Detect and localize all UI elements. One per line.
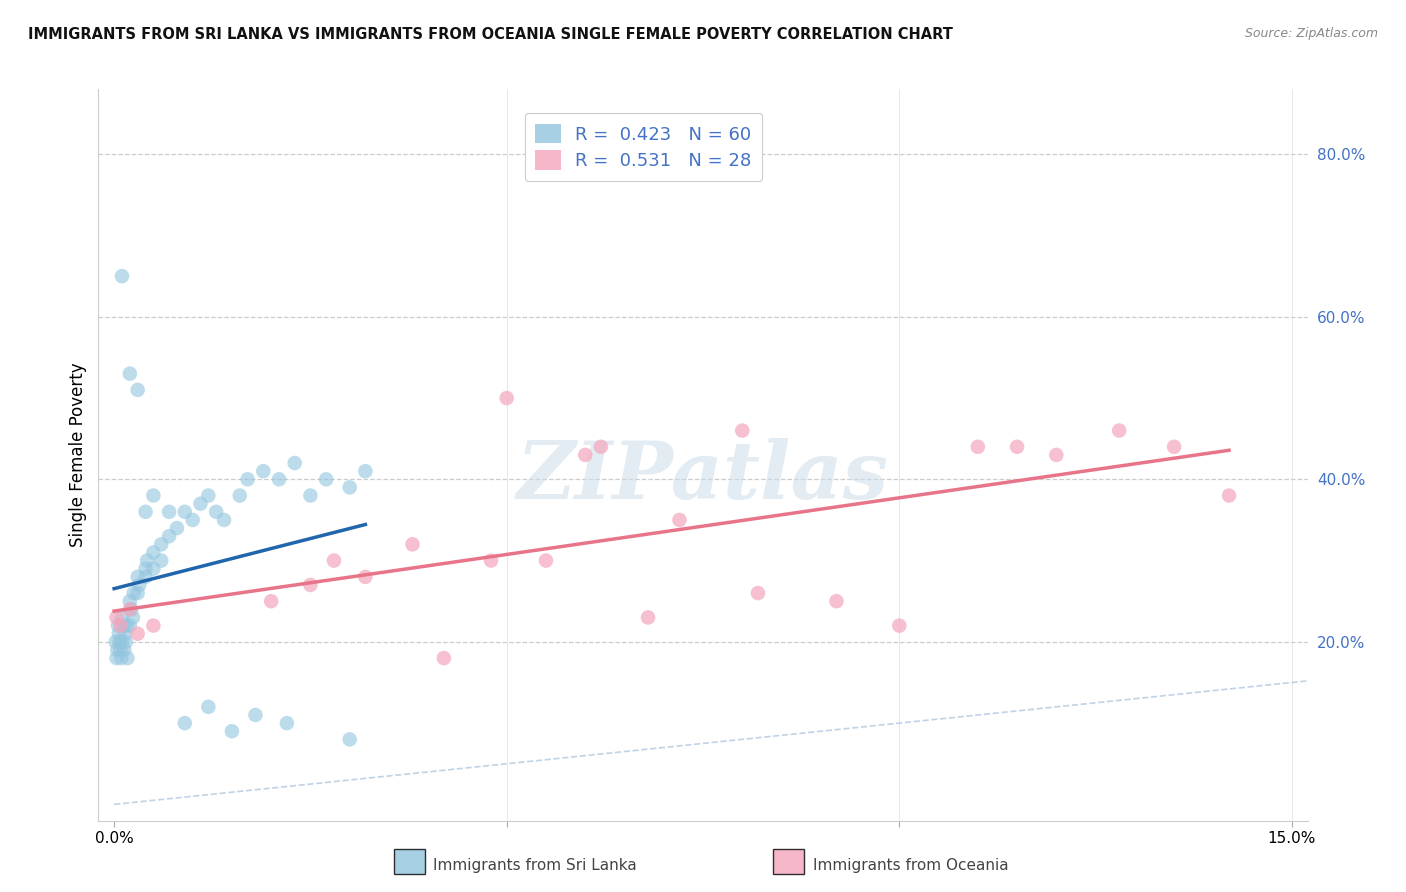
Point (589, 440, 612, 454)
Point (260, 594, 283, 608)
Point (229, 489, 252, 503)
Point (142, 545, 165, 559)
Point (135, 562, 157, 576)
Point (252, 464, 274, 478)
Point (173, 505, 195, 519)
Point (111, 610, 134, 624)
Point (110, 651, 132, 665)
Point (966, 440, 988, 454)
Point (1163, 440, 1185, 454)
Text: IMMIGRANTS FROM SRI LANKA VS IMMIGRANTS FROM OCEANIA SINGLE FEMALE POVERTY CORRE: IMMIGRANTS FROM SRI LANKA VS IMMIGRANTS … (28, 27, 953, 42)
Point (105, 651, 128, 665)
Point (127, 383, 149, 397)
Point (825, 594, 848, 608)
Point (267, 472, 290, 486)
Point (495, 391, 517, 405)
Point (142, 489, 165, 503)
Point (112, 643, 135, 657)
Point (1218, 489, 1240, 503)
Point (105, 610, 128, 624)
Point (127, 626, 149, 640)
Point (166, 521, 188, 535)
Point (401, 537, 423, 551)
Point (479, 553, 502, 567)
Point (110, 618, 132, 632)
Point (104, 635, 127, 649)
Text: Source: ZipAtlas.com: Source: ZipAtlas.com (1244, 27, 1378, 40)
Point (157, 529, 180, 543)
Point (315, 472, 337, 486)
Text: Immigrants from Sri Lanka: Immigrants from Sri Lanka (433, 858, 637, 872)
Point (276, 716, 298, 731)
Point (284, 456, 307, 470)
Point (115, 618, 138, 632)
Point (731, 424, 754, 438)
Point (111, 269, 134, 284)
Point (197, 489, 219, 503)
Point (128, 578, 150, 592)
Point (354, 570, 377, 584)
Point (122, 586, 145, 600)
Point (114, 626, 136, 640)
Point (150, 553, 173, 567)
Point (637, 610, 659, 624)
Point (118, 602, 141, 616)
Point (221, 724, 243, 739)
Point (135, 505, 157, 519)
Text: Immigrants from Oceania: Immigrants from Oceania (813, 858, 1008, 872)
Point (135, 570, 157, 584)
Point (105, 643, 128, 657)
Legend: R =  0.423   N = 60, R =  0.531   N = 28: R = 0.423 N = 60, R = 0.531 N = 28 (524, 113, 762, 180)
Point (574, 448, 596, 462)
Point (112, 618, 135, 632)
Point (142, 562, 165, 576)
Point (205, 505, 228, 519)
Point (1005, 440, 1028, 454)
Point (110, 643, 132, 657)
Point (747, 586, 769, 600)
Point (236, 472, 259, 486)
Point (433, 651, 456, 665)
Point (1045, 448, 1067, 462)
Point (157, 505, 180, 519)
Point (354, 464, 377, 478)
Point (889, 618, 911, 632)
Point (118, 367, 141, 381)
Point (190, 497, 212, 511)
Point (150, 537, 173, 551)
Point (118, 594, 141, 608)
Point (323, 553, 346, 567)
Point (127, 586, 149, 600)
Point (142, 618, 165, 632)
Point (115, 635, 138, 649)
Point (108, 635, 131, 649)
Point (339, 480, 361, 494)
Point (668, 513, 690, 527)
Point (181, 513, 204, 527)
Point (534, 553, 557, 567)
Point (120, 602, 142, 616)
Text: ZIPatlas: ZIPatlas (517, 438, 889, 516)
Point (339, 732, 361, 747)
Point (117, 651, 139, 665)
Point (118, 618, 141, 632)
Point (197, 699, 219, 714)
Point (107, 618, 129, 632)
Point (111, 635, 134, 649)
Point (122, 610, 145, 624)
Point (245, 708, 267, 723)
Point (127, 570, 149, 584)
Point (212, 513, 235, 527)
Y-axis label: Single Female Poverty: Single Female Poverty (69, 363, 87, 547)
Point (299, 489, 322, 503)
Point (108, 626, 131, 640)
Point (299, 578, 322, 592)
Point (173, 716, 195, 731)
Point (136, 553, 159, 567)
Point (1108, 424, 1130, 438)
